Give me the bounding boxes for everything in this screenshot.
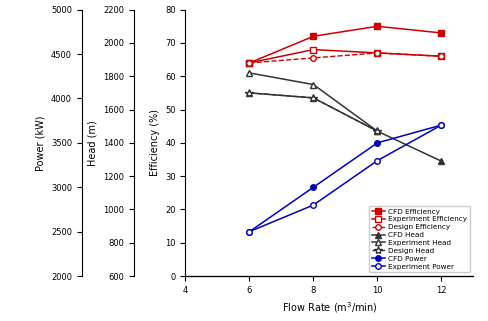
CFD Head bbox=[310, 96, 316, 100]
Experiment Power bbox=[246, 230, 252, 234]
Experiment Efficiency bbox=[310, 48, 316, 51]
Y-axis label: Head (m): Head (m) bbox=[87, 120, 97, 166]
Design Efficiency bbox=[310, 56, 316, 60]
Line: Design Head: Design Head bbox=[245, 89, 382, 135]
CFD Efficiency bbox=[246, 61, 252, 65]
Line: Experiment Power: Experiment Power bbox=[246, 122, 444, 234]
Design Efficiency bbox=[438, 54, 444, 58]
Experiment Power bbox=[374, 159, 380, 162]
CFD Head bbox=[246, 91, 252, 95]
Line: CFD Head: CFD Head bbox=[246, 90, 444, 164]
CFD Efficiency bbox=[310, 34, 316, 38]
Line: CFD Power: CFD Power bbox=[246, 122, 444, 234]
Experiment Power bbox=[310, 203, 316, 207]
Experiment Head bbox=[246, 71, 252, 75]
CFD Power bbox=[374, 141, 380, 145]
Experiment Efficiency bbox=[374, 51, 380, 55]
CFD Efficiency bbox=[374, 24, 380, 28]
Line: Design Efficiency: Design Efficiency bbox=[246, 50, 444, 66]
Line: Experiment Efficiency: Experiment Efficiency bbox=[246, 47, 444, 66]
Design Efficiency bbox=[246, 61, 252, 65]
Y-axis label: Power (kW): Power (kW) bbox=[36, 115, 45, 170]
Experiment Head bbox=[310, 82, 316, 86]
CFD Power bbox=[438, 123, 444, 127]
Experiment Efficiency bbox=[438, 54, 444, 58]
CFD Power bbox=[246, 230, 252, 234]
Line: Experiment Head: Experiment Head bbox=[246, 70, 380, 134]
Design Head bbox=[246, 91, 252, 95]
Design Head bbox=[310, 96, 316, 100]
CFD Efficiency bbox=[438, 31, 444, 35]
CFD Power bbox=[310, 185, 316, 189]
Experiment Efficiency bbox=[246, 61, 252, 65]
X-axis label: Flow Rate (m$^3$/min): Flow Rate (m$^3$/min) bbox=[282, 300, 377, 315]
Experiment Head bbox=[374, 129, 380, 133]
Legend: CFD Efficiency, Experiment Efficiency, Design Efficiency, CFD Head, Experiment H: CFD Efficiency, Experiment Efficiency, D… bbox=[369, 205, 470, 273]
Y-axis label: Efficiency (%): Efficiency (%) bbox=[149, 109, 160, 176]
Line: CFD Efficiency: CFD Efficiency bbox=[246, 23, 444, 66]
CFD Head bbox=[438, 159, 444, 163]
CFD Head bbox=[374, 129, 380, 133]
Design Head bbox=[374, 129, 380, 133]
Design Efficiency bbox=[374, 51, 380, 55]
Experiment Power bbox=[438, 123, 444, 127]
